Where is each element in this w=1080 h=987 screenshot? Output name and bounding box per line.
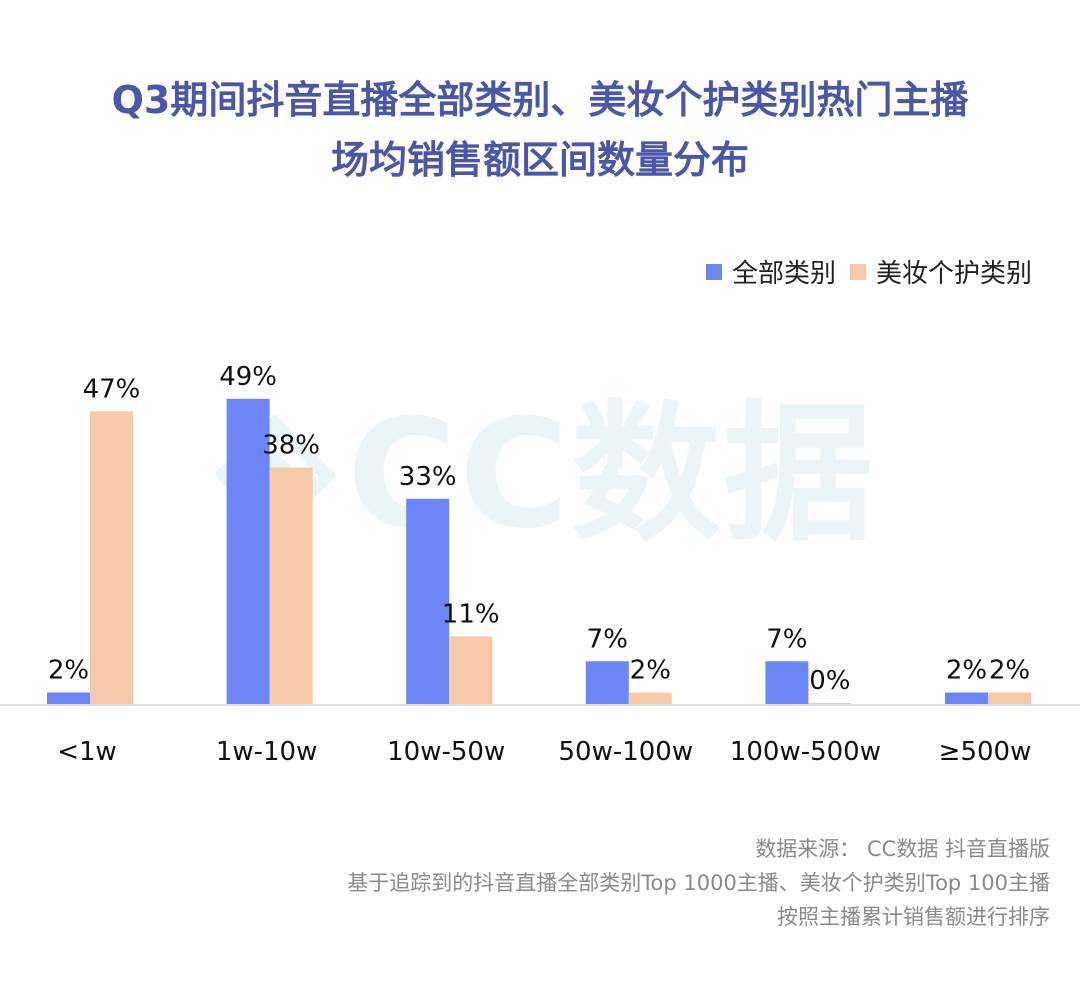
bar-beauty-2	[449, 636, 493, 706]
legend-item-beauty: 美妆个护类别	[849, 253, 1032, 290]
x-tick-label-4: 100w-500w	[730, 737, 881, 767]
bar-all-3	[585, 661, 629, 706]
value-label-beauty-3: 2%	[630, 656, 671, 686]
x-tick-label-0: <1w	[57, 737, 117, 767]
bar-beauty-5	[988, 692, 1031, 705]
value-label-beauty-1: 38%	[262, 431, 320, 461]
legend-item-all: 全部类别	[705, 253, 836, 290]
value-label-all-1: 49%	[219, 362, 277, 392]
x-tick-label-3: 50w-100w	[558, 737, 693, 767]
bar-beauty-0	[90, 411, 133, 706]
value-label-beauty-4: 0%	[809, 666, 850, 696]
legend-swatch-beauty	[849, 263, 866, 280]
legend-label-beauty: 美妆个护类别	[875, 259, 1032, 289]
value-label-all-0: 2%	[48, 656, 89, 686]
value-label-all-2: 33%	[399, 462, 457, 492]
bar-all-4	[765, 661, 809, 706]
bar-all-5	[945, 692, 988, 705]
footnote-source: 数据来源： CC数据 抖音直播版	[755, 837, 1050, 861]
bars-layer	[47, 398, 1031, 706]
chart-title-line-1: Q3期间抖音直播全部类别、美妆个护类别热门主播	[111, 78, 969, 122]
bar-all-1	[226, 398, 270, 706]
bar-beauty-3	[628, 692, 672, 705]
x-tick-label-2: 10w-50w	[387, 737, 505, 767]
value-label-beauty-2: 11%	[442, 599, 500, 629]
chart-title-line-2: 场均销售额区间数量分布	[330, 138, 749, 182]
x-tick-label-5: ≥500w	[939, 737, 1032, 767]
value-label-all-5: 2%	[946, 656, 987, 686]
chart-title: Q3期间抖音直播全部类别、美妆个护类别热门主播 场均销售额区间数量分布	[0, 70, 1080, 190]
x-tick-label-1: 1w-10w	[216, 737, 318, 767]
bar-beauty-1	[269, 467, 313, 705]
legend: 全部类别 美妆个护类别	[705, 253, 1032, 290]
footnote-sorting: 按照主播累计销售额进行排序	[777, 905, 1050, 929]
bar-all-0	[47, 692, 90, 705]
legend-swatch-all	[705, 263, 722, 280]
value-labels-layer: 2%47% 49%38%33%11%7%2%7%0% 2% 2%	[48, 362, 1030, 696]
value-label-all-4: 7%	[766, 624, 807, 654]
x-tick-labels-layer: <1w 1w-10w 10w-50w 50w-100w 100w-500w ≥500w	[57, 737, 1031, 767]
footnote: 数据来源： CC数据 抖音直播版 基于追踪到的抖音直播全部类别Top 1000主…	[347, 832, 1050, 934]
footnote-basis: 基于追踪到的抖音直播全部类别Top 1000主播、美妆个护类别Top 100主播	[347, 871, 1050, 895]
value-label-beauty-5: 2%	[989, 656, 1030, 686]
value-label-beauty-0: 47%	[83, 374, 141, 404]
bar-all-2	[406, 498, 450, 706]
value-label-all-3: 7%	[587, 624, 628, 654]
legend-label-all: 全部类别	[731, 259, 836, 289]
